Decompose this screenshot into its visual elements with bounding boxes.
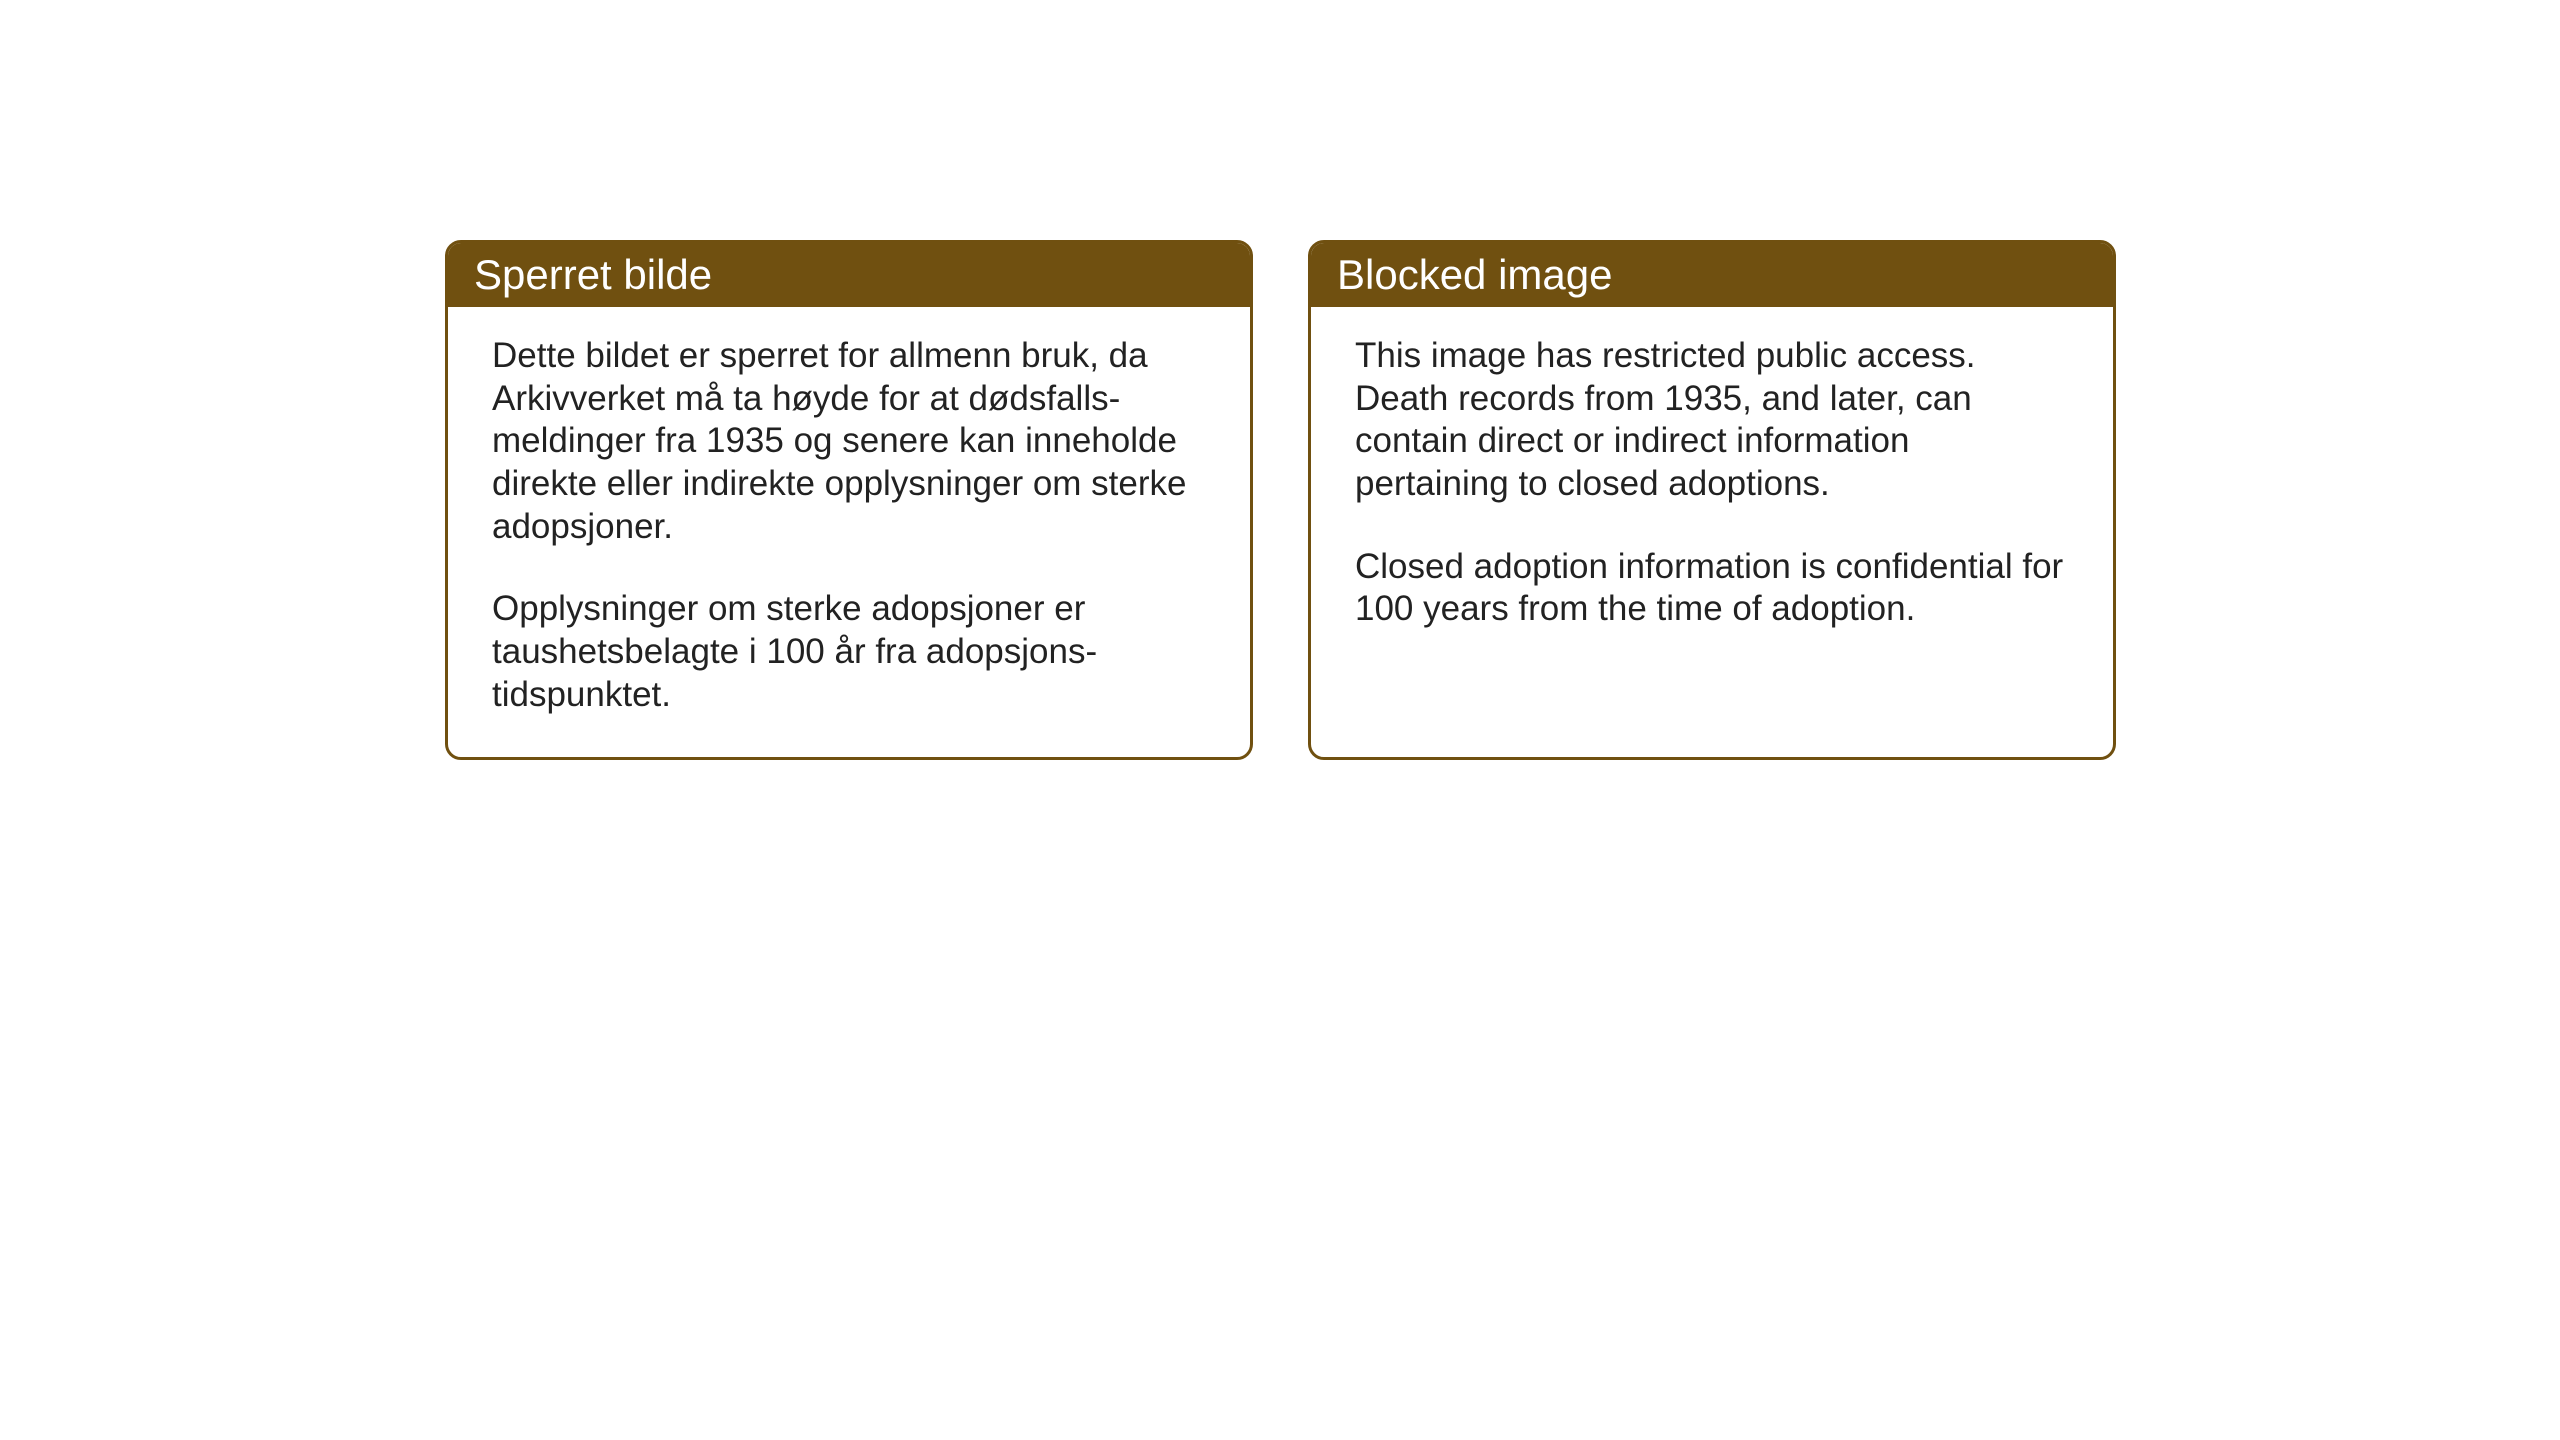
english-card-title: Blocked image <box>1311 243 2113 307</box>
english-paragraph-2: Closed adoption information is confident… <box>1355 546 2069 631</box>
english-notice-card: Blocked image This image has restricted … <box>1308 240 2116 760</box>
norwegian-notice-card: Sperret bilde Dette bildet er sperret fo… <box>445 240 1253 760</box>
english-card-body: This image has restricted public access.… <box>1311 307 2113 671</box>
english-paragraph-1: This image has restricted public access.… <box>1355 335 2069 506</box>
notice-cards-container: Sperret bilde Dette bildet er sperret fo… <box>445 240 2116 760</box>
norwegian-paragraph-1: Dette bildet er sperret for allmenn bruk… <box>492 335 1206 548</box>
norwegian-card-title: Sperret bilde <box>448 243 1250 307</box>
norwegian-paragraph-2: Opplysninger om sterke adopsjoner er tau… <box>492 588 1206 716</box>
norwegian-card-body: Dette bildet er sperret for allmenn bruk… <box>448 307 1250 757</box>
